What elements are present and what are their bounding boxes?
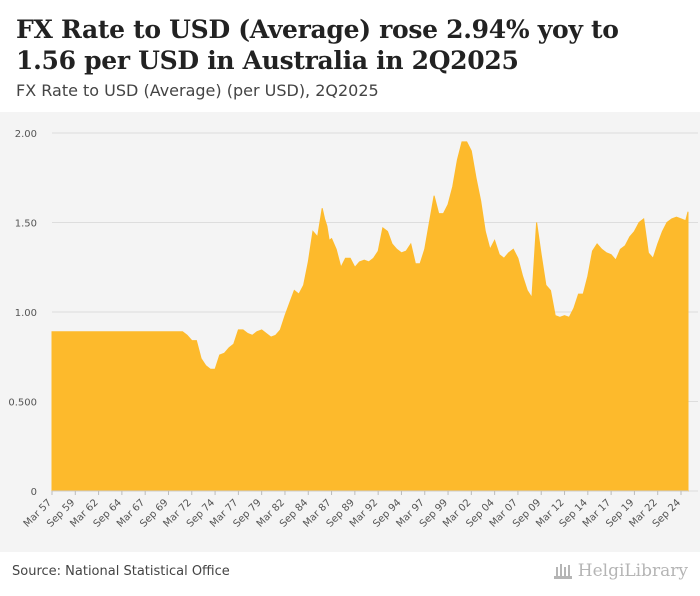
library-icon xyxy=(553,564,572,579)
brand-name: HelgiLibrary xyxy=(577,561,688,581)
chart-subtitle: FX Rate to USD (Average) (per USD), 2Q20… xyxy=(16,81,379,100)
brand-logo: HelgiLibrary xyxy=(552,560,688,582)
footer: Source: National Statistical Office Helg… xyxy=(0,552,700,596)
y-tick-label: 0.500 xyxy=(8,398,37,409)
y-tick-label: 2.00 xyxy=(15,129,37,140)
y-tick-label: 1.00 xyxy=(15,308,37,319)
source-note: Source: National Statistical Office xyxy=(12,564,230,579)
chart-area: 0 0.500 1.00 1.50 2.00 Mar 57 Sep 59 Mar 62 Sep … xyxy=(0,112,700,552)
chart-title: FX Rate to USD (Average) rose 2.94% yoy … xyxy=(16,15,619,75)
y-tick-label: 0 xyxy=(31,487,37,498)
series-area xyxy=(51,141,689,492)
y-tick-label: 1.50 xyxy=(15,219,37,230)
